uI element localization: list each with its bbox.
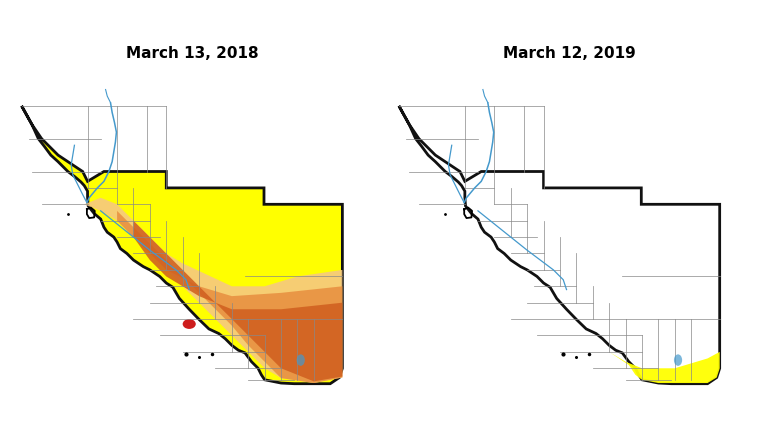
Polygon shape <box>400 106 429 111</box>
Polygon shape <box>84 198 343 383</box>
Ellipse shape <box>674 354 682 366</box>
Polygon shape <box>117 211 343 383</box>
Title: March 13, 2018: March 13, 2018 <box>126 46 259 61</box>
Ellipse shape <box>296 354 305 366</box>
Polygon shape <box>133 221 343 381</box>
Polygon shape <box>22 106 343 384</box>
Ellipse shape <box>182 319 196 329</box>
Title: March 12, 2019: March 12, 2019 <box>504 46 636 61</box>
Polygon shape <box>399 106 720 384</box>
Polygon shape <box>609 352 720 383</box>
